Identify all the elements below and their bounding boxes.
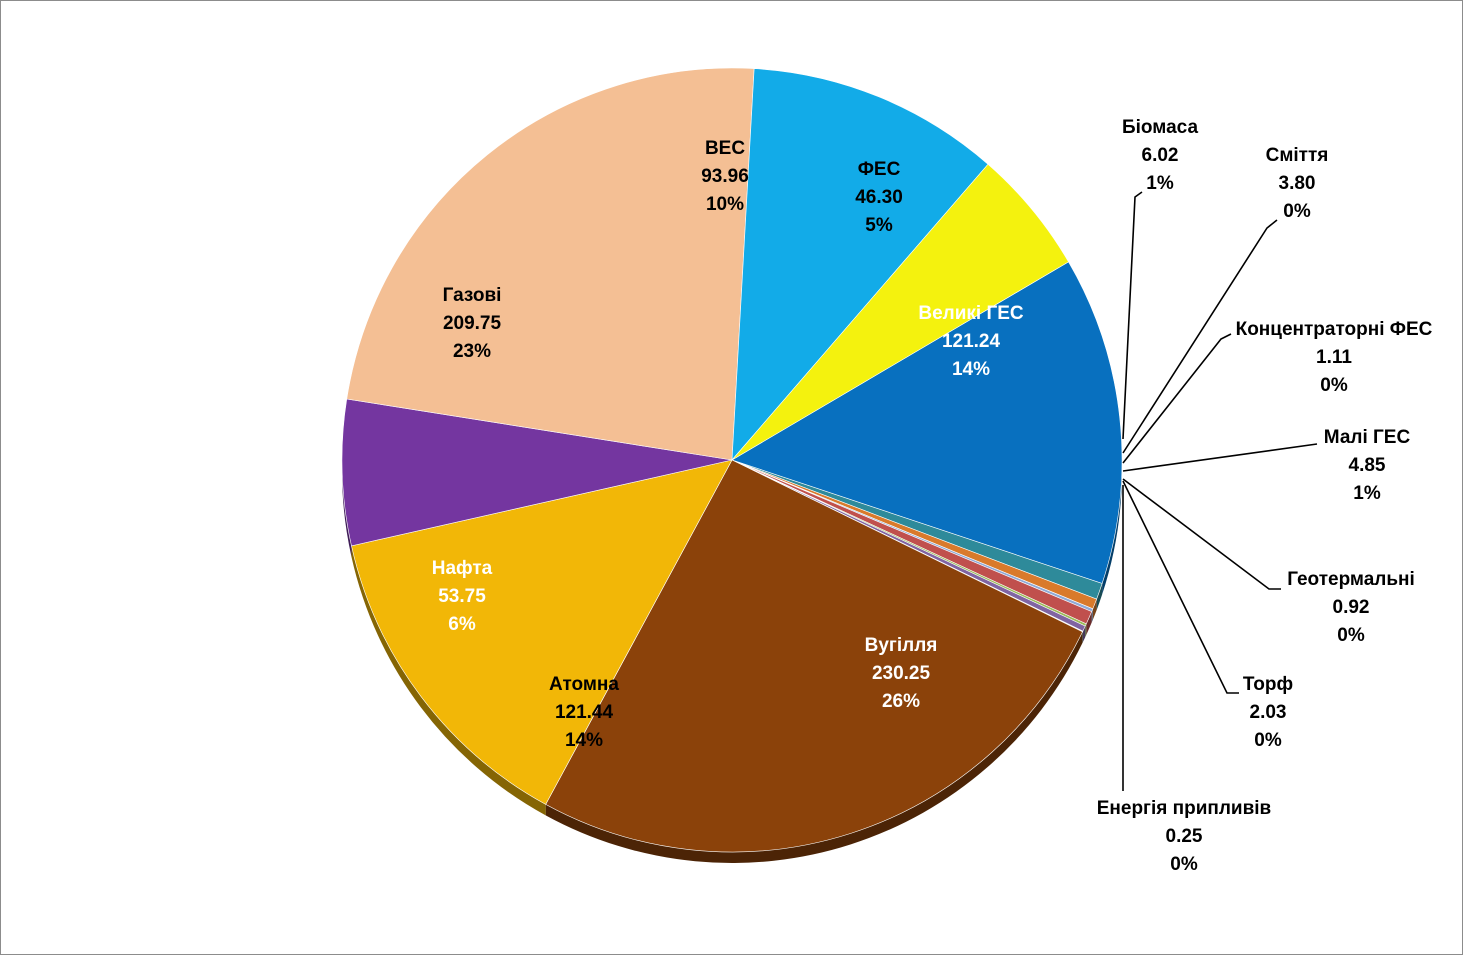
data-label-name: ФЕС — [858, 159, 901, 180]
data-label-value: 46.30 — [855, 187, 903, 208]
leader-line-5 — [1123, 479, 1281, 589]
data-label-5: Геотермальні 0.92 0% — [1287, 569, 1415, 646]
data-label-name: Нафта — [432, 558, 493, 579]
leader-line-3 — [1123, 334, 1231, 463]
data-label-name: Біомаса — [1122, 117, 1198, 138]
data-label-percent: 14% — [952, 359, 990, 380]
data-label-name: Енергія припливів — [1097, 798, 1272, 819]
data-label-percent: 0% — [1320, 375, 1348, 396]
data-label-value: 0.92 — [1333, 597, 1370, 618]
data-label-value: 6.02 — [1142, 145, 1179, 166]
leader-line-4 — [1123, 444, 1317, 471]
data-label-name: Концентраторні ФЕС — [1236, 319, 1433, 340]
data-label-percent: 0% — [1283, 201, 1311, 222]
data-label-percent: 23% — [453, 341, 491, 362]
leader-line-1 — [1123, 192, 1142, 439]
data-label-value: 230.25 — [872, 663, 931, 684]
data-label-name: Атомна — [549, 674, 619, 695]
data-label-value: 209.75 — [443, 313, 502, 334]
data-label-3: Концентраторні ФЕС 1.11 0% — [1236, 319, 1433, 396]
leader-lines — [1123, 192, 1317, 791]
data-label-name: Вугілля — [865, 635, 938, 656]
data-label-2: Сміття 3.80 0% — [1266, 145, 1329, 222]
data-label-name: Геотермальні — [1287, 569, 1415, 590]
data-label-value: 4.85 — [1349, 455, 1386, 476]
data-label-percent: 0% — [1170, 854, 1198, 875]
data-label-name: Сміття — [1266, 145, 1329, 166]
data-label-7: Енергія припливів 0.25 0% — [1097, 798, 1272, 875]
data-label-value: 2.03 — [1250, 702, 1287, 723]
data-label-value: 93.96 — [701, 166, 749, 187]
data-label-percent: 1% — [1146, 173, 1174, 194]
data-label-value: 0.25 — [1166, 826, 1203, 847]
data-label-value: 53.75 — [438, 586, 486, 607]
data-label-percent: 0% — [1337, 625, 1365, 646]
data-label-percent: 5% — [865, 215, 893, 236]
data-label-percent: 6% — [448, 614, 476, 635]
data-label-6: Торф 2.03 0% — [1243, 674, 1293, 751]
leader-line-6 — [1123, 481, 1239, 693]
data-label-percent: 1% — [1353, 483, 1381, 504]
data-label-name: Торф — [1243, 674, 1293, 695]
data-label-percent: 26% — [882, 691, 920, 712]
data-label-name: Великі ГЕС — [918, 303, 1024, 324]
data-label-12: ВЕС 93.96 10% — [701, 138, 749, 215]
data-label-value: 121.44 — [555, 702, 614, 723]
slice-11 — [347, 68, 754, 460]
data-label-percent: 10% — [706, 194, 744, 215]
data-label-1: Біомаса 6.02 1% — [1122, 117, 1198, 194]
data-label-value: 121.24 — [942, 331, 1001, 352]
data-label-name: ВЕС — [705, 138, 745, 159]
data-label-percent: 14% — [565, 730, 603, 751]
data-label-4: Малі ГЕС 4.85 1% — [1324, 427, 1411, 504]
data-label-value: 1.11 — [1316, 347, 1352, 368]
data-label-percent: 0% — [1254, 730, 1282, 751]
data-label-name: Газові — [443, 285, 502, 306]
data-label-value: 3.80 — [1279, 173, 1316, 194]
data-label-name: Малі ГЕС — [1324, 427, 1411, 448]
